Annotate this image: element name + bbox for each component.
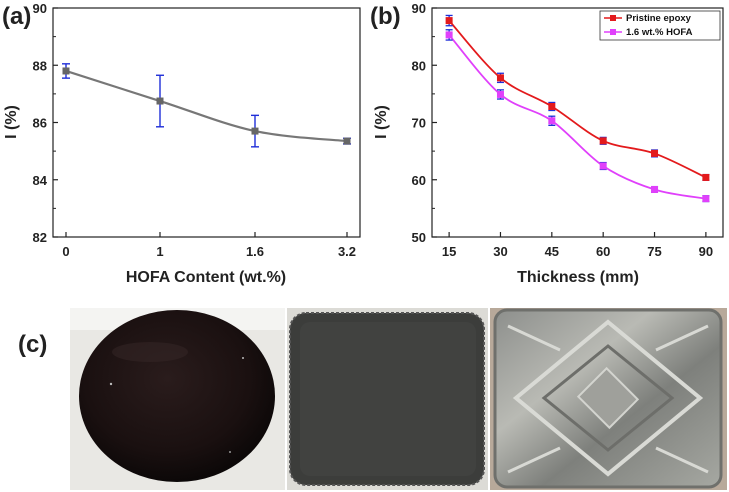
chart-b-y-axis-title: I (%): [373, 105, 390, 139]
chart-b: Thickness (mm) I (%) Pristine epoxy 1.6 …: [373, 1, 724, 286]
chart-b-x-tick-label: 30: [493, 244, 507, 259]
chart-a-x-tick-label: 1: [156, 244, 163, 259]
chart-b-x-tick-label: 60: [596, 244, 610, 259]
legend-hofa-marker: [610, 29, 616, 35]
chart-a-x-tick-label: 0: [62, 244, 69, 259]
chart-b-x-tick-label: 15: [442, 244, 456, 259]
chart-b-pristine-line: [448, 19, 707, 179]
chart-a-x-tick-label: 3.2: [338, 244, 356, 259]
chart-b-x-tick-label: 75: [647, 244, 661, 259]
chart-b-pristine-data-point: [702, 173, 710, 181]
disk-sample: [79, 310, 275, 482]
chart-b-pristine-data-point: [599, 137, 607, 145]
chart-b-x-tick-label: 90: [699, 244, 713, 259]
chart-a-x-tick-label: 1.6: [246, 244, 264, 259]
chart-b-y-tick-label: 90: [412, 1, 426, 16]
chart-a-data-point: [156, 97, 164, 105]
chart-b-y-tick-label: 80: [412, 58, 426, 73]
chart-b-hofa-data-point: [496, 90, 504, 98]
chart-a-plot-frame: [52, 7, 361, 238]
sample-photos: [70, 308, 727, 490]
chart-a-y-tick-label: 82: [33, 230, 47, 245]
panel-label-a: (a): [2, 3, 31, 30]
chart-a-x-axis-title: HOFA Content (wt.%): [126, 269, 286, 286]
chart-b-pristine-data-point: [496, 74, 504, 82]
chart-a-data-point: [251, 127, 259, 135]
chart-b-y-tick-label: 70: [412, 116, 426, 131]
chart-a-series-line: [65, 69, 348, 143]
photo-metal-mould: [490, 308, 727, 490]
panel-label-c: (c): [18, 331, 47, 358]
chart-b-x-axis-title: Thickness (mm): [517, 269, 639, 286]
chart-a-y-tick-label: 84: [33, 173, 48, 188]
photo-square-plate: [287, 308, 488, 490]
legend-pristine-label: Pristine epoxy: [626, 13, 692, 24]
chart-b-pristine-data-point: [445, 17, 453, 25]
chart-a-y-axis-title: I (%): [3, 105, 20, 139]
chart-b-hofa-data-point: [599, 162, 607, 170]
chart-b-hofa-line: [448, 34, 707, 200]
chart-b-hofa-data-point: [548, 117, 556, 125]
chart-a-y-tick-label: 88: [33, 58, 47, 73]
legend-hofa-label: 1.6 wt.% HOFA: [626, 27, 693, 38]
legend-pristine-marker: [610, 15, 616, 21]
chart-a-data-point: [62, 67, 70, 75]
photo-circular-disk: [70, 308, 285, 490]
chart-b-plot-frame: [431, 7, 724, 238]
chart-a-y-tick-label: 90: [33, 1, 47, 16]
chart-b-y-tick-label: 60: [412, 173, 426, 188]
chart-b-legend: Pristine epoxy 1.6 wt.% HOFA: [599, 10, 721, 41]
chart-b-hofa-data-point: [651, 185, 659, 193]
chart-b-hofa-data-point: [702, 195, 710, 203]
chart-a: HOFA Content (wt.%) I (%) 82 84 86 88 90 0 1 1.…: [3, 1, 361, 286]
chart-b-hofa-data-point: [445, 31, 453, 39]
chart-a-y-tick-label: 86: [33, 116, 47, 131]
chart-b-pristine-data-point: [651, 149, 659, 157]
legend-box: [599, 10, 721, 41]
panel-label-b: (b): [370, 3, 401, 30]
chart-b-pristine-data-point: [548, 102, 556, 110]
chart-b-x-tick-label: 45: [545, 244, 559, 259]
chart-a-data-point: [343, 137, 351, 145]
chart-b-y-tick-label: 50: [412, 230, 426, 245]
